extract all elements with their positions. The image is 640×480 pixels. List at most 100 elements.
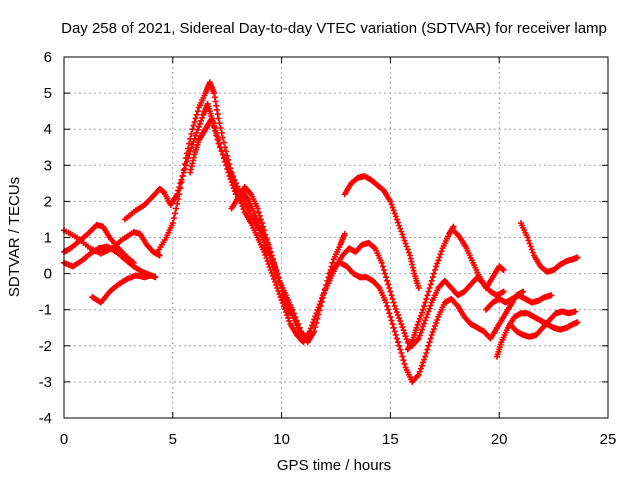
data-point bbox=[426, 305, 433, 312]
x-tick-label: 10 bbox=[273, 431, 290, 448]
data-point bbox=[401, 330, 408, 337]
data-point bbox=[229, 182, 236, 189]
series-arc-15 bbox=[507, 308, 579, 340]
data-point bbox=[400, 234, 407, 241]
data-point bbox=[425, 342, 432, 349]
data-point bbox=[182, 155, 189, 162]
data-point bbox=[267, 252, 274, 259]
data-point bbox=[390, 324, 397, 331]
data-point bbox=[271, 276, 277, 282]
data-point bbox=[417, 365, 424, 372]
data-point bbox=[174, 200, 181, 207]
data-point bbox=[230, 185, 237, 192]
data-point bbox=[285, 315, 292, 322]
data-point bbox=[312, 324, 319, 331]
data-point bbox=[284, 301, 290, 308]
data-point bbox=[224, 165, 231, 172]
data-point bbox=[271, 261, 277, 268]
x-axis-label: GPS time / hours bbox=[277, 457, 391, 474]
y-tick-label: 1 bbox=[44, 230, 52, 247]
data-point bbox=[430, 326, 437, 332]
data-point bbox=[259, 220, 265, 227]
data-point bbox=[311, 316, 318, 323]
data-point bbox=[218, 129, 225, 136]
data-point bbox=[529, 249, 536, 256]
data-point bbox=[256, 212, 263, 219]
data-point bbox=[194, 126, 201, 133]
data-point bbox=[500, 267, 507, 273]
data-point bbox=[402, 333, 409, 340]
data-point bbox=[436, 254, 443, 261]
data-point bbox=[423, 295, 430, 302]
ticks: 0 5 10 15 20 25 -4 -3 -2 -1 0 1 2 3 4 5 6 bbox=[39, 49, 617, 448]
data-point bbox=[433, 319, 440, 326]
data-point bbox=[257, 216, 264, 223]
data-point bbox=[395, 339, 401, 346]
data-point bbox=[219, 134, 226, 141]
data-point bbox=[421, 320, 428, 327]
data-point bbox=[216, 120, 223, 127]
series-arc-4 bbox=[89, 272, 154, 306]
data-point bbox=[527, 243, 534, 250]
data-point bbox=[264, 239, 271, 246]
data-point bbox=[415, 285, 422, 291]
data-point bbox=[269, 273, 276, 279]
data-point bbox=[392, 213, 399, 220]
data-point bbox=[195, 123, 202, 130]
data-point bbox=[312, 313, 319, 320]
data-point bbox=[422, 317, 429, 324]
data-point bbox=[226, 173, 233, 180]
y-tick-label: 4 bbox=[44, 121, 52, 138]
data-point bbox=[263, 235, 270, 242]
data-point bbox=[403, 336, 410, 343]
data-point bbox=[313, 310, 320, 317]
data-point bbox=[384, 303, 391, 310]
data-point bbox=[572, 308, 579, 315]
data-point bbox=[378, 259, 385, 266]
data-point bbox=[266, 248, 273, 255]
data-point bbox=[421, 356, 428, 363]
data-point bbox=[255, 209, 262, 216]
data-point bbox=[169, 220, 176, 227]
data-point bbox=[315, 304, 322, 311]
data-point bbox=[432, 322, 438, 329]
data-point bbox=[223, 162, 230, 169]
data-point bbox=[425, 308, 432, 315]
data-point bbox=[432, 267, 438, 273]
data-point bbox=[419, 326, 425, 333]
data-point bbox=[404, 246, 411, 253]
data-point bbox=[399, 324, 406, 331]
data-point bbox=[228, 179, 235, 186]
data-point bbox=[148, 272, 154, 279]
data-point bbox=[413, 324, 420, 331]
data-point bbox=[388, 201, 395, 208]
data-point bbox=[383, 299, 389, 306]
x-tick-label: 5 bbox=[169, 431, 177, 448]
data-point bbox=[215, 137, 222, 143]
data-point bbox=[417, 329, 424, 336]
data-point bbox=[192, 132, 199, 139]
data-point bbox=[225, 169, 232, 176]
data-point bbox=[382, 270, 388, 277]
data-point bbox=[193, 111, 200, 118]
y-axis-label: SDTVAR / TECUs bbox=[6, 177, 23, 297]
data-point bbox=[240, 206, 247, 213]
data-point bbox=[215, 115, 222, 122]
data-point bbox=[390, 299, 397, 306]
y-tick-label: -4 bbox=[39, 410, 52, 427]
data-point bbox=[393, 309, 400, 316]
data-point bbox=[309, 322, 316, 329]
data-point bbox=[276, 277, 283, 284]
data-point bbox=[421, 303, 428, 310]
data-point bbox=[238, 200, 245, 207]
data-point bbox=[262, 251, 269, 258]
data-point bbox=[217, 144, 224, 151]
y-tick-label: 5 bbox=[44, 85, 52, 102]
data-point bbox=[181, 161, 188, 168]
data-point bbox=[391, 303, 398, 310]
x-tick-label: 25 bbox=[600, 431, 617, 448]
data-point bbox=[152, 274, 159, 281]
data-point bbox=[170, 215, 177, 222]
data-point bbox=[408, 258, 415, 265]
data-point bbox=[185, 145, 191, 152]
